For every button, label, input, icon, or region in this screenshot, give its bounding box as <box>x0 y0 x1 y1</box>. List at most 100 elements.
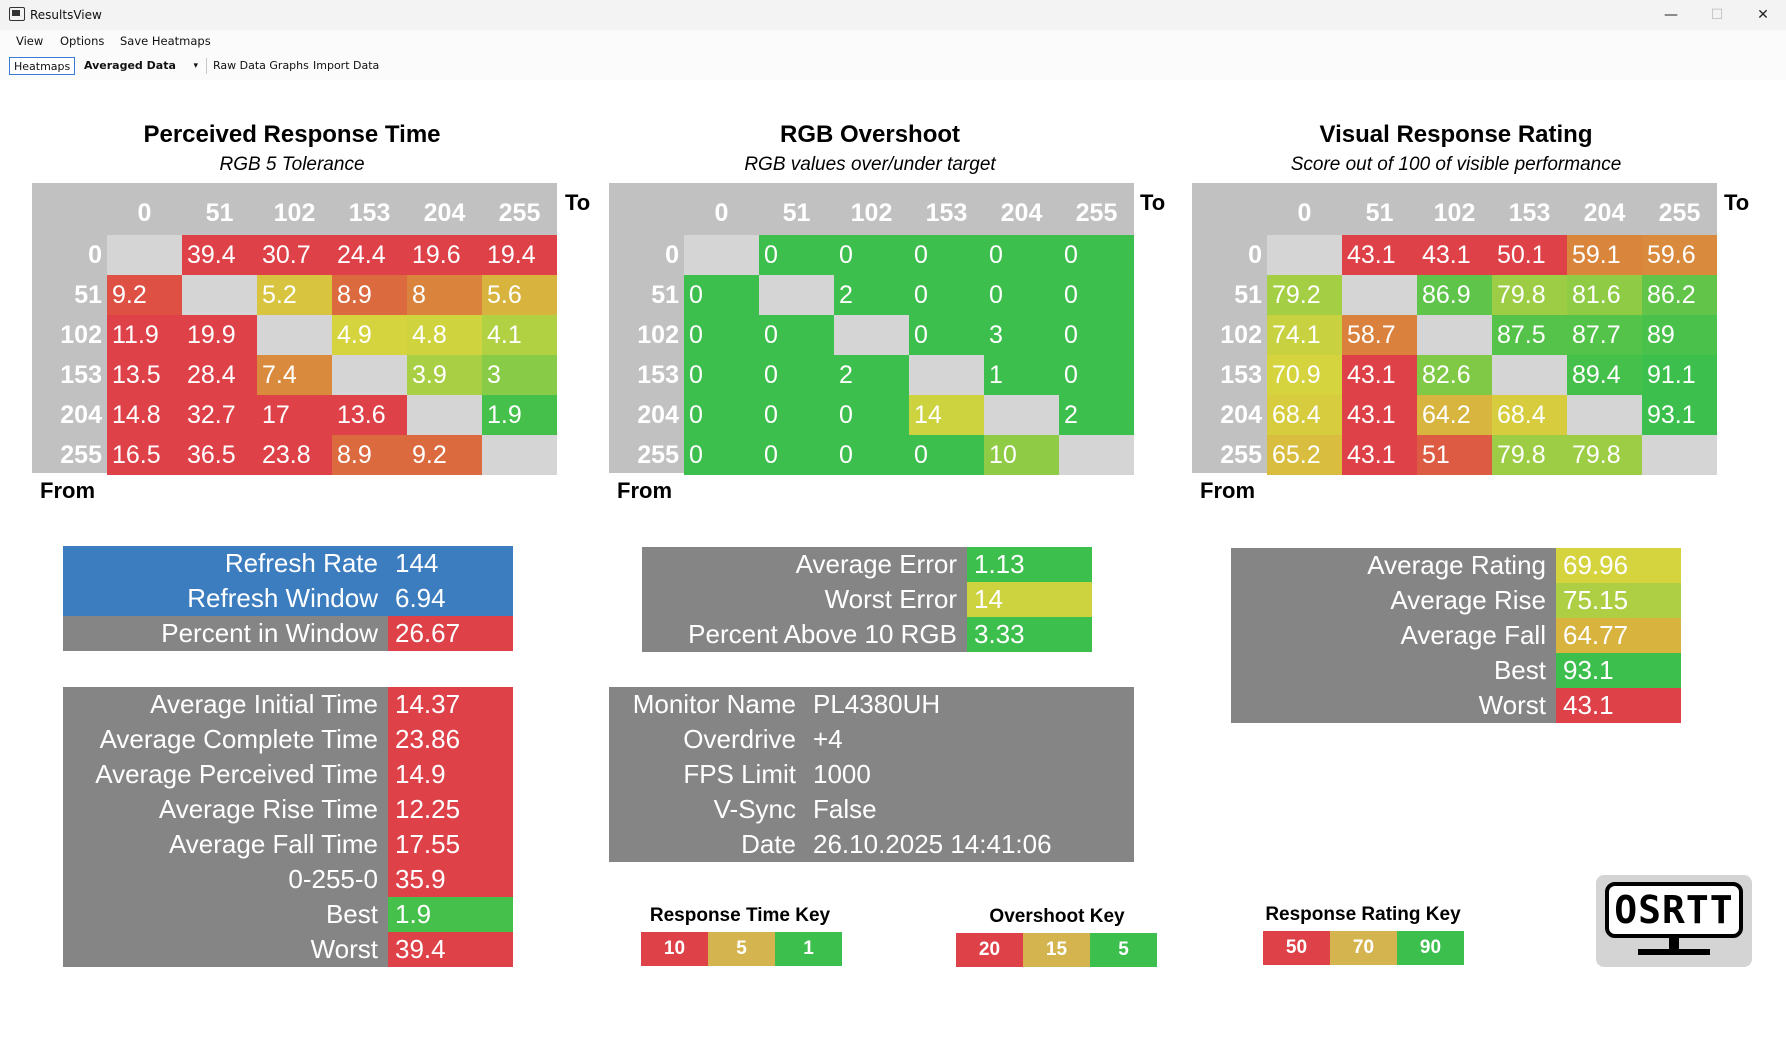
stat-row: Average Rise 75.15 <box>1231 583 1681 618</box>
stat-label: Date <box>609 827 806 862</box>
heatmap-cell: 13.6 <box>332 395 407 435</box>
heatmap-cell: 5.6 <box>482 275 557 315</box>
stat-value: 14 <box>967 582 1092 617</box>
heatmaps-tab-button[interactable]: Heatmaps <box>9 57 76 75</box>
stat-value: 14.37 <box>388 687 513 722</box>
stat-label: Percent in Window <box>63 616 388 651</box>
key-cell: 70 <box>1330 931 1397 965</box>
key-cell: 50 <box>1263 931 1330 965</box>
stat-label: V-Sync <box>609 792 806 827</box>
heatmap-cell: 91.1 <box>1642 355 1717 395</box>
heatmap-cell: 32.7 <box>182 395 257 435</box>
heatmap-col-header: 255 <box>498 198 541 227</box>
stat-label: Percent Above 10 RGB <box>642 617 967 652</box>
heatmap-cell-empty <box>684 235 759 275</box>
heatmap-col-header: 102 <box>850 198 893 227</box>
stat-row: Worst 43.1 <box>1231 688 1681 723</box>
stat-value: 1.9 <box>388 897 513 932</box>
stat-label: Average Fall Time <box>63 827 388 862</box>
stat-label: Overdrive <box>609 722 806 757</box>
stat-label: Best <box>1231 653 1556 688</box>
heatmap-cell: 74.1 <box>1267 315 1342 355</box>
heatmap-cell: 0 <box>909 435 984 475</box>
heatmap-cell: 5.2 <box>257 275 332 315</box>
heatmap-title-perceived-response-time: Perceived Response Time <box>143 121 441 148</box>
response-time-key: 10 5 1 <box>641 932 842 966</box>
heatmap-cell-empty <box>984 395 1059 435</box>
heatmap-grid: 0 51 102 153 204 255 0 0 0 0 0 0 51 0 2 0 0 0 102 0 0 0 3 0 153 0… <box>609 183 1134 475</box>
key-cell: 5 <box>1090 933 1157 967</box>
heatmap-cell: 43.1 <box>1417 235 1492 275</box>
minimize-button[interactable]: — <box>1664 7 1678 23</box>
heatmap-cell: 8.9 <box>332 435 407 475</box>
heatmap-grid: 0 51 102 153 204 255 0 39.4 30.7 24.4 19.6 19.4 51 9.… <box>32 183 557 475</box>
app-monitor-icon <box>9 7 25 21</box>
stat-value: 3.33 <box>967 617 1092 652</box>
toolbar: Heatmaps Averaged Data ▾ Raw Data Graphs… <box>0 52 1786 81</box>
axis-from-label: From <box>40 478 95 503</box>
stat-row: V-Sync False <box>609 792 1134 827</box>
response-rating-key-title: Response Rating Key <box>1265 904 1461 925</box>
heatmap-cell: 19.9 <box>182 315 257 355</box>
heatmap-cell: 89.4 <box>1567 355 1642 395</box>
heatmap-corner <box>32 183 107 235</box>
stat-row: Average Error 1.13 <box>642 547 1092 582</box>
heatmap-cell: 0 <box>759 355 834 395</box>
menu-options[interactable]: Options <box>60 34 105 48</box>
stat-label: Monitor Name <box>609 687 806 722</box>
heatmap-cell-empty <box>834 315 909 355</box>
heatmap-col-header: 102 <box>1433 198 1476 227</box>
import-data-button[interactable]: Import Data <box>313 59 380 72</box>
key-cell: 1 <box>775 932 842 966</box>
raw-data-graphs-button[interactable]: Raw Data Graphs <box>213 59 309 72</box>
heatmap-cell: 43.1 <box>1342 355 1417 395</box>
key-cell: 15 <box>1023 933 1090 967</box>
heatmap-cell: 8 <box>407 275 482 315</box>
stat-value: 35.9 <box>388 862 513 897</box>
stat-value: 75.15 <box>1556 583 1681 618</box>
heatmap-col-header: 0 <box>1297 198 1312 227</box>
key-cell: 90 <box>1397 931 1464 965</box>
stat-label: 0-255-0 <box>63 862 388 897</box>
close-button[interactable]: ✕ <box>1757 7 1769 23</box>
stat-row: Average Perceived Time 14.9 <box>63 757 513 792</box>
heatmap-cell: 43.1 <box>1342 435 1417 475</box>
key-cell: 5 <box>708 932 775 966</box>
heatmap-cell: 82.6 <box>1417 355 1492 395</box>
heatmap-row-header: 102 <box>60 320 102 349</box>
averaged-data-dropdown[interactable]: Averaged Data ▾ <box>80 57 202 75</box>
heatmap-cell: 10 <box>984 435 1059 475</box>
stat-row: Average Fall 64.77 <box>1231 618 1681 653</box>
heatmap-cell-empty <box>1267 235 1342 275</box>
heatmap-cell: 3 <box>482 355 557 395</box>
heatmap-subtitle-visual-response-rating: Score out of 100 of visible performance <box>1290 154 1622 175</box>
heatmap-col-header: 51 <box>205 198 234 227</box>
heatmap-row-header: 51 <box>74 280 102 309</box>
heatmap-row-header: 204 <box>1220 400 1262 429</box>
heatmap-cell: 79.8 <box>1492 275 1567 315</box>
menu-view[interactable]: View <box>16 34 44 48</box>
heatmap-cell: 0 <box>684 355 759 395</box>
heatmap-col-header: 204 <box>1000 198 1043 227</box>
stat-label: Average Rise <box>1231 583 1556 618</box>
heatmap-rgb-overshoot: 0 51 102 153 204 255 0 0 0 0 0 0 51 0 2 0 0 0 102 0 0 0 3 0 153 0… <box>609 183 1134 475</box>
menu-save-heatmaps[interactable]: Save Heatmaps <box>120 34 211 48</box>
heatmap-cell: 0 <box>984 275 1059 315</box>
heatmap-cell: 0 <box>1059 355 1134 395</box>
window-title: ResultsView <box>30 8 102 22</box>
heatmap-row-header: 0 <box>1248 240 1262 269</box>
heatmap-row-header: 0 <box>665 240 679 269</box>
heatmap-row-header: 255 <box>60 440 102 469</box>
stat-label: Refresh Window <box>63 581 388 616</box>
heatmap-row-header: 0 <box>88 240 102 269</box>
maximize-button[interactable]: ☐ <box>1710 7 1724 23</box>
averaged-data-label: Averaged Data <box>84 59 176 72</box>
title-bar: ResultsView — ☐ ✕ <box>0 0 1786 30</box>
heatmap-subtitle-perceived-response-time: RGB 5 Tolerance <box>219 154 365 175</box>
heatmap-cell: 17 <box>257 395 332 435</box>
stat-row: Refresh Window 6.94 <box>63 581 513 616</box>
stat-value: 144 <box>388 546 513 581</box>
heatmap-col-header: 255 <box>1658 198 1701 227</box>
heatmap-col-header: 153 <box>925 198 968 227</box>
heatmap-cell: 43.1 <box>1342 235 1417 275</box>
